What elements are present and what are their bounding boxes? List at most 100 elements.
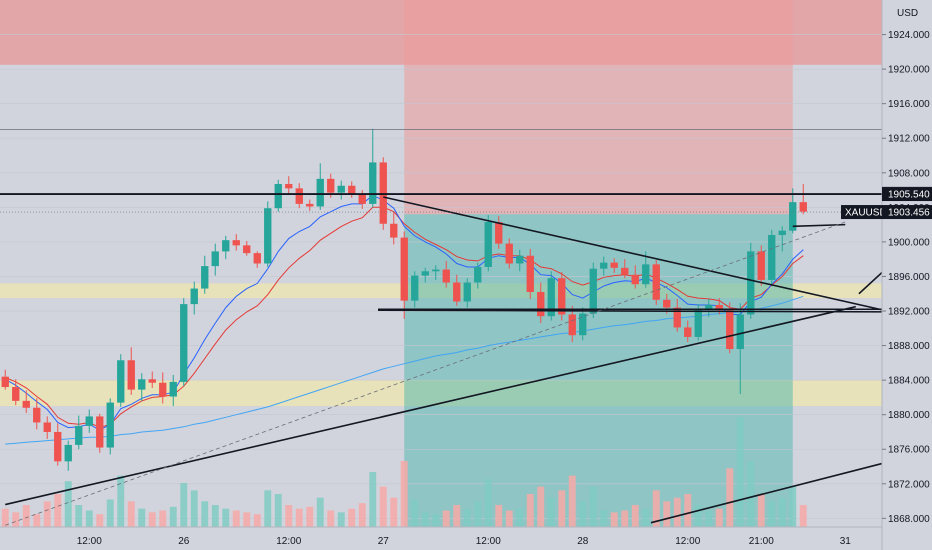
- candle[interactable]: [22, 390, 30, 413]
- candle[interactable]: [537, 282, 545, 324]
- trend-line[interactable]: [5, 305, 856, 506]
- candle[interactable]: [610, 258, 618, 274]
- candle[interactable]: [117, 354, 125, 407]
- candle-body: [190, 288, 198, 305]
- candle[interactable]: [54, 423, 62, 466]
- candle[interactable]: [264, 201, 272, 267]
- trend-line[interactable]: [383, 196, 888, 312]
- candle[interactable]: [253, 251, 261, 268]
- trend-line[interactable]: [858, 268, 886, 295]
- candle[interactable]: [526, 248, 534, 299]
- candle[interactable]: [85, 409, 93, 433]
- candle[interactable]: [222, 235, 230, 260]
- candle[interactable]: [316, 163, 324, 210]
- candle[interactable]: [201, 255, 209, 294]
- candle[interactable]: [705, 298, 713, 318]
- candle[interactable]: [694, 304, 702, 341]
- candle-body: [474, 266, 482, 283]
- candle[interactable]: [148, 371, 156, 388]
- volume-bar: [463, 508, 471, 527]
- candle[interactable]: [348, 181, 356, 198]
- volume-bar: [1, 508, 9, 527]
- candle[interactable]: [516, 249, 524, 272]
- candle[interactable]: [621, 259, 629, 279]
- candle[interactable]: [75, 415, 83, 450]
- candle[interactable]: [285, 176, 293, 195]
- candle[interactable]: [652, 260, 660, 305]
- volume-bar: [64, 481, 72, 527]
- candle[interactable]: [631, 265, 639, 289]
- candle[interactable]: [232, 234, 240, 251]
- volume-bar: [358, 503, 366, 527]
- price-badge-label: 1903.456: [888, 208, 930, 219]
- time-axis[interactable]: 12:00 26 12:00 27 12:00 28 12:00 21:00 31: [0, 526, 882, 547]
- volume-bar: [505, 510, 513, 527]
- candle[interactable]: [337, 180, 345, 200]
- stop-loss-zone: [404, 0, 793, 215]
- candle[interactable]: [579, 307, 587, 341]
- candle[interactable]: [600, 256, 608, 276]
- candle[interactable]: [411, 271, 419, 308]
- volume-bar: [75, 505, 83, 527]
- currency-label: USD: [897, 8, 918, 19]
- trend-line[interactable]: [650, 461, 888, 524]
- candle[interactable]: [432, 265, 440, 280]
- candle[interactable]: [169, 374, 177, 407]
- candle-body: [33, 407, 41, 423]
- candle[interactable]: [106, 398, 114, 455]
- candle[interactable]: [12, 379, 20, 406]
- price-axis[interactable]: USD 1868.000 1872.000 1876.000 1880.000 1884…: [881, 0, 932, 550]
- candle[interactable]: [400, 231, 408, 319]
- candle[interactable]: [390, 211, 398, 245]
- candle[interactable]: [421, 267, 429, 283]
- candle[interactable]: [64, 440, 72, 471]
- candle[interactable]: [306, 199, 314, 211]
- candle[interactable]: [642, 251, 650, 288]
- candle[interactable]: [159, 372, 167, 404]
- volume-bar: [316, 497, 324, 527]
- candle[interactable]: [180, 298, 188, 387]
- candle-body: [180, 304, 188, 382]
- candle[interactable]: [736, 303, 744, 394]
- candle[interactable]: [495, 215, 503, 249]
- candle[interactable]: [274, 179, 282, 212]
- y-tick-label: 1868.000: [888, 514, 930, 525]
- volume-bar: [201, 501, 209, 527]
- candle[interactable]: [799, 184, 807, 215]
- moving-averages-layer: [5, 194, 804, 445]
- candle[interactable]: [663, 293, 671, 314]
- candle[interactable]: [568, 305, 576, 343]
- candle[interactable]: [547, 271, 555, 321]
- drawing-lines-layer[interactable]: [0, 129, 888, 526]
- trend-line[interactable]: [377, 309, 888, 313]
- candle[interactable]: [768, 229, 776, 285]
- candle[interactable]: [211, 243, 219, 276]
- candle[interactable]: [684, 320, 692, 343]
- candle[interactable]: [96, 413, 104, 453]
- candle[interactable]: [453, 274, 461, 306]
- candle-body: [589, 268, 597, 314]
- candle[interactable]: [474, 262, 482, 289]
- candle[interactable]: [757, 245, 765, 286]
- candle[interactable]: [505, 238, 513, 269]
- candle[interactable]: [43, 416, 51, 439]
- candle[interactable]: [484, 215, 492, 272]
- candle-body: [348, 185, 356, 194]
- candle[interactable]: [127, 347, 135, 395]
- candle[interactable]: [463, 278, 471, 308]
- volume-bar: [54, 494, 62, 527]
- candle[interactable]: [1, 369, 9, 390]
- candle[interactable]: [558, 272, 566, 321]
- candles-layer[interactable]: [1, 128, 807, 471]
- candle[interactable]: [138, 373, 146, 401]
- candle[interactable]: [295, 183, 303, 209]
- candle[interactable]: [190, 281, 198, 315]
- candle[interactable]: [243, 241, 251, 256]
- candle-body: [201, 266, 209, 289]
- candle[interactable]: [33, 398, 41, 430]
- candle[interactable]: [673, 298, 681, 332]
- volume-bar: [96, 514, 104, 527]
- candle[interactable]: [778, 226, 786, 252]
- candle[interactable]: [442, 260, 450, 288]
